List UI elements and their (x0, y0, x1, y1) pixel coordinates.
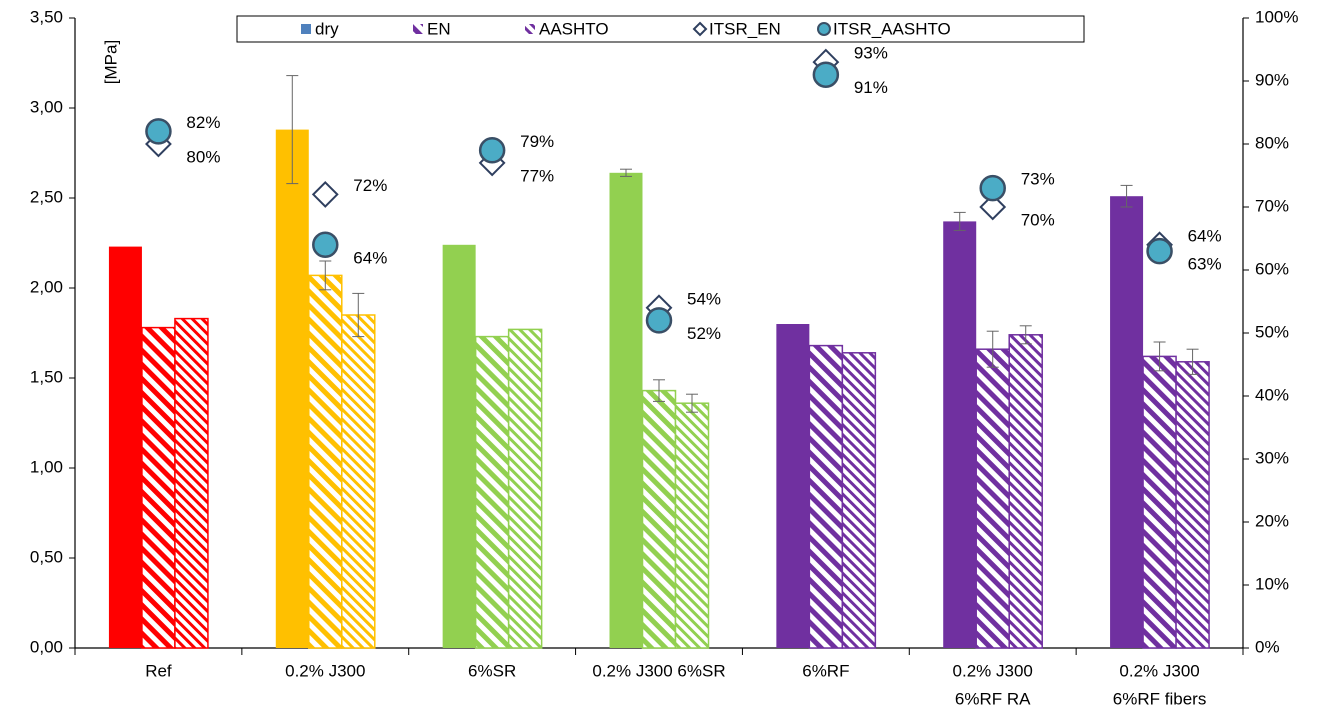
data-label: 54% (687, 289, 721, 308)
data-label: 79% (520, 132, 554, 151)
data-label: 80% (186, 147, 220, 166)
y-tick-label: 0,00 (30, 637, 63, 656)
error-bar (620, 168, 632, 177)
bar (474, 335, 510, 649)
data-label: 72% (353, 176, 387, 195)
bar (975, 348, 1010, 649)
legend-box (236, 15, 1085, 43)
bar (341, 314, 376, 649)
error-bar (1019, 325, 1032, 345)
x-tick-label: 6%SR (468, 661, 516, 680)
data-label: 70% (1021, 210, 1055, 229)
y-tick-label: 2,00 (30, 277, 63, 296)
bar (308, 274, 343, 649)
x-tick-label: 6%RF fibers (1113, 689, 1207, 708)
bar (141, 326, 176, 649)
y-tick-label: 0,50 (30, 547, 63, 566)
bar (1142, 355, 1177, 649)
y2-tick-label: 60% (1255, 259, 1289, 278)
y2-tick-label: 10% (1255, 574, 1289, 593)
error-bar (986, 330, 999, 368)
bar (442, 244, 476, 649)
bar (507, 328, 543, 649)
x-tick-label: 6%RF RA (955, 689, 1031, 708)
data-label: 77% (520, 166, 554, 185)
bar (275, 129, 309, 649)
x-tick-label: 0.2% J300 (285, 661, 365, 680)
legend-icon (413, 24, 423, 34)
bar (841, 352, 877, 649)
legend-icon (525, 24, 535, 34)
error-bar (1120, 184, 1133, 208)
legend-label: EN (427, 19, 451, 38)
bar (609, 172, 643, 649)
bar (1175, 361, 1210, 649)
bar (808, 344, 844, 649)
y2-tick-label: 30% (1255, 448, 1289, 467)
circle-marker (312, 231, 339, 259)
y2-tick-label: 50% (1255, 322, 1289, 341)
legend-icon (817, 22, 831, 36)
y2-tick-label: 0% (1255, 637, 1280, 656)
circle-marker (645, 307, 673, 334)
circle-marker (979, 174, 1006, 202)
bar (776, 324, 810, 648)
y-tick-label: 3,00 (30, 97, 63, 116)
y-tick-label: 3,50 (30, 7, 63, 26)
y-tick-label: 1,50 (30, 367, 63, 386)
error-bar (319, 260, 332, 291)
data-label: 73% (1021, 170, 1055, 189)
legend-label: ITSR_AASHTO (833, 19, 951, 38)
x-tick-label: 6%RF (802, 661, 849, 680)
bar (943, 221, 977, 648)
error-bar (953, 211, 966, 231)
diamond-marker (979, 193, 1007, 221)
bar (641, 389, 677, 649)
data-label: 93% (854, 44, 888, 63)
y2-tick-label: 20% (1255, 511, 1289, 530)
y-tick-label: 1,00 (30, 457, 63, 476)
circle-marker (1146, 237, 1173, 265)
bar (174, 317, 209, 649)
y2-tick-label: 40% (1255, 385, 1289, 404)
legend-label: dry (315, 19, 339, 38)
x-tick-label: 0.2% J300 6%SR (592, 661, 725, 680)
legend-label: ITSR_EN (709, 19, 781, 38)
data-label: 52% (687, 324, 721, 343)
y-tick-label: 2,50 (30, 187, 63, 206)
legend-icon (301, 24, 311, 34)
error-bar (686, 393, 698, 413)
legend-label: AASHTO (539, 19, 609, 38)
circle-marker (478, 137, 506, 164)
bar (1008, 334, 1043, 649)
y-axis-label: [MPa] (101, 40, 120, 84)
y2-tick-label: 70% (1255, 196, 1289, 215)
error-bar (653, 379, 665, 402)
circle-marker (812, 61, 840, 88)
legend-icon (692, 21, 708, 37)
diamond-marker (311, 180, 339, 208)
x-tick-label: Ref (145, 661, 172, 680)
error-bar (352, 292, 365, 338)
circle-marker (145, 118, 172, 145)
data-label: 82% (186, 113, 220, 132)
error-bar (286, 75, 299, 185)
x-tick-label: 0.2% J300 (1119, 661, 1199, 680)
x-tick-label: 0.2% J300 (953, 661, 1033, 680)
error-bar (1153, 341, 1166, 372)
y2-tick-label: 100% (1255, 7, 1298, 26)
data-label: 63% (1188, 255, 1222, 274)
bar (108, 246, 142, 648)
data-label: 64% (353, 248, 387, 267)
bar (1110, 196, 1144, 648)
error-bar (1186, 348, 1199, 375)
y2-tick-label: 80% (1255, 133, 1289, 152)
bar (674, 402, 710, 649)
y2-tick-label: 90% (1255, 70, 1289, 89)
data-label: 64% (1188, 226, 1222, 245)
data-label: 91% (854, 78, 888, 97)
